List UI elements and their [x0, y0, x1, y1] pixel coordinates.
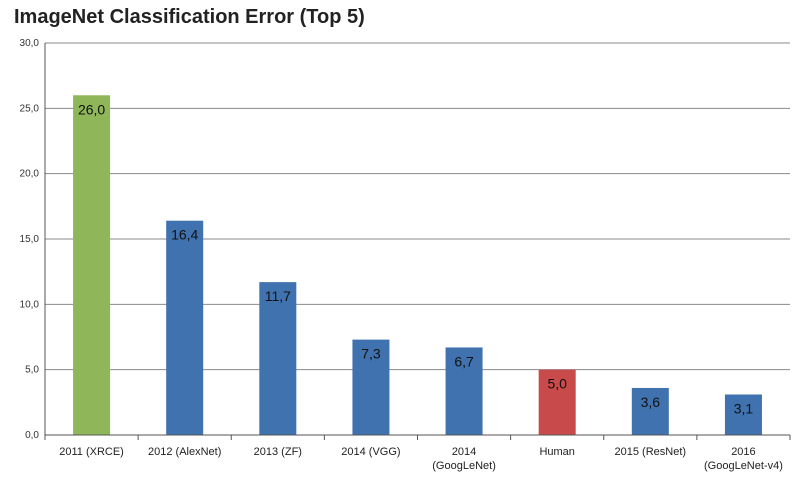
bar-value-label: 6,7 [454, 353, 474, 369]
bar-value-label: 7,3 [361, 346, 381, 362]
bar [259, 282, 297, 435]
bar-value-label: 5,0 [547, 376, 567, 392]
bar [166, 220, 204, 435]
bar [352, 339, 390, 435]
y-tick-label: 10,0 [20, 299, 40, 310]
x-category-label: 2014 [452, 446, 476, 458]
bar [73, 95, 111, 436]
x-category-label: 2013 (ZF) [254, 446, 302, 458]
x-category-labels: 2011 (XRCE) 2012 (AlexNet) 2013 (ZF) 2014 (… [59, 446, 783, 472]
x-category-label: (GoogLeNet-v4) [704, 460, 783, 472]
x-category-label: 2016 [731, 446, 755, 458]
x-category-label: Human [539, 446, 574, 458]
x-category-label: 2011 (XRCE) [59, 446, 124, 458]
y-tick-label: 15,0 [20, 234, 40, 245]
x-category-label: 2014 (VGG) [341, 446, 400, 458]
grid-lines [45, 42, 790, 371]
bars [73, 95, 762, 436]
y-tick-labels: 0,0 5,0 10,0 15,0 20,0 25,0 30,0 [20, 38, 40, 441]
bar-value-label: 26,0 [78, 101, 105, 117]
y-tick-label: 20,0 [20, 169, 40, 180]
axes [44, 43, 791, 440]
bar [538, 369, 576, 435]
x-category-label: 2015 (ResNet) [615, 446, 687, 458]
x-category-label: (GoogLeNet) [432, 460, 496, 472]
bar-value-label: 16,4 [171, 227, 198, 243]
bar [724, 394, 762, 435]
bar-value-label: 3,6 [641, 394, 661, 410]
y-tick-label: 5,0 [25, 365, 39, 376]
bar [445, 347, 483, 435]
chart-title: ImageNet Classification Error (Top 5) [14, 6, 365, 28]
bar [631, 387, 669, 435]
x-category-label: 2012 (AlexNet) [148, 446, 221, 458]
bar-value-label: 11,7 [265, 288, 291, 304]
value-labels: 26,0 16,4 11,7 7,3 6,7 5,0 3,6 3,1 [78, 101, 753, 416]
bar-value-label: 3,1 [734, 400, 754, 416]
y-tick-label: 30,0 [20, 38, 40, 49]
y-tick-label: 0,0 [25, 430, 39, 441]
y-tick-label: 25,0 [20, 103, 40, 114]
